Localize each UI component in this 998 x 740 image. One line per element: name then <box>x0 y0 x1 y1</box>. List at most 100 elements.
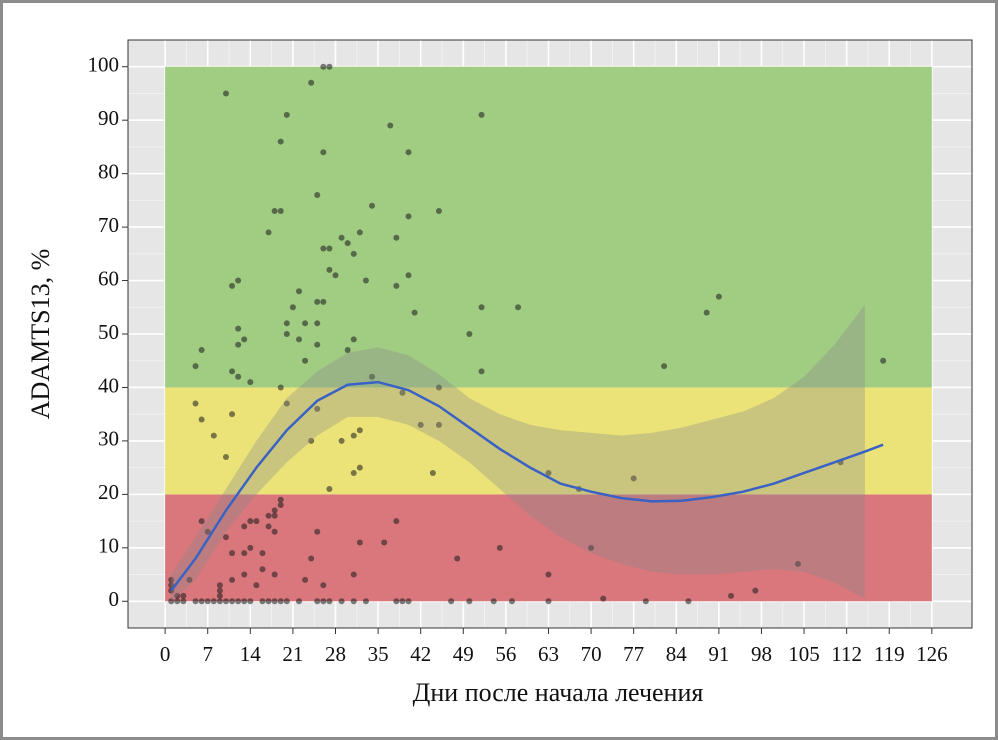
data-point <box>241 550 248 557</box>
data-point <box>314 405 321 412</box>
y-tick-label: 80 <box>98 159 119 183</box>
data-point <box>356 464 363 471</box>
data-point <box>429 469 436 476</box>
data-point <box>283 331 290 337</box>
data-point <box>362 598 369 605</box>
data-point <box>478 368 485 375</box>
data-point <box>295 598 302 605</box>
data-point <box>277 138 284 145</box>
data-point <box>320 582 327 589</box>
data-point <box>344 347 351 354</box>
data-point <box>466 598 473 605</box>
data-point <box>229 411 236 418</box>
data-point <box>235 325 242 332</box>
x-tick-label: 35 <box>368 642 389 666</box>
data-point <box>417 421 424 428</box>
x-tick-label: 14 <box>240 642 262 666</box>
data-point <box>545 469 552 476</box>
data-point <box>210 432 217 439</box>
data-point <box>600 595 607 602</box>
data-point <box>247 544 254 551</box>
data-point <box>198 598 205 605</box>
x-tick-label: 91 <box>708 642 729 666</box>
data-point <box>545 571 552 578</box>
x-tick-label: 28 <box>325 642 346 666</box>
data-point <box>381 539 388 546</box>
data-point <box>302 320 309 327</box>
data-point <box>210 598 217 605</box>
x-tick-label: 49 <box>453 642 474 666</box>
data-point <box>314 320 321 327</box>
data-point <box>198 416 205 423</box>
data-point <box>222 90 229 97</box>
data-point <box>362 277 369 284</box>
data-point <box>435 208 442 215</box>
data-point <box>247 518 254 525</box>
data-point <box>235 598 242 605</box>
data-point <box>283 598 290 605</box>
data-point <box>271 512 278 519</box>
data-point <box>241 571 248 578</box>
y-axis-title: ADAMTS13, % <box>26 249 55 419</box>
x-tick-label: 0 <box>160 642 171 666</box>
data-point <box>356 229 363 236</box>
data-point <box>405 213 412 220</box>
data-point <box>308 437 315 444</box>
data-point <box>277 496 284 503</box>
data-point <box>387 122 394 129</box>
data-point <box>222 534 229 541</box>
data-point <box>265 523 272 530</box>
x-tick-label: 112 <box>831 642 862 666</box>
x-tick-label: 7 <box>202 642 213 666</box>
data-point <box>338 598 345 605</box>
data-point <box>308 555 315 562</box>
data-point <box>271 571 278 578</box>
data-point <box>496 544 503 551</box>
data-point <box>241 598 248 605</box>
data-point <box>259 598 266 605</box>
data-point <box>235 277 242 284</box>
data-point <box>435 421 442 428</box>
x-tick-label: 63 <box>538 642 559 666</box>
x-tick-label: 126 <box>916 642 948 666</box>
data-point <box>399 389 406 396</box>
data-point <box>794 560 801 567</box>
plot-border <box>127 39 973 629</box>
data-point <box>448 598 455 605</box>
data-point <box>326 245 333 252</box>
data-point <box>277 502 284 509</box>
data-point <box>490 598 497 605</box>
data-point <box>271 208 278 215</box>
data-point <box>369 202 376 209</box>
data-point <box>229 368 236 375</box>
data-point <box>277 598 284 605</box>
chart: Дни после начала лечения ADAMTS13, % 0 10… <box>26 39 973 707</box>
x-tick-label: 84 <box>666 642 688 666</box>
data-point <box>356 427 363 434</box>
data-point <box>393 282 400 289</box>
x-tick-label: 56 <box>495 642 516 666</box>
data-point <box>174 598 181 605</box>
data-point <box>216 598 223 605</box>
data-point <box>508 598 515 605</box>
data-point <box>216 582 223 589</box>
y-tick-label: 0 <box>109 587 120 611</box>
x-tick-label: 105 <box>788 642 820 666</box>
data-point <box>314 528 321 535</box>
data-point <box>685 598 692 605</box>
data-point <box>393 598 400 605</box>
data-point <box>326 266 333 273</box>
data-point <box>229 576 236 583</box>
data-point <box>320 245 327 252</box>
data-point <box>350 336 357 343</box>
data-point <box>235 373 242 380</box>
x-tick-label: 70 <box>581 642 602 666</box>
data-point <box>350 432 357 439</box>
zone-band <box>165 494 932 602</box>
data-point <box>253 582 260 589</box>
data-point <box>192 400 199 407</box>
data-point <box>168 576 175 583</box>
confidence-ribbon <box>171 304 865 602</box>
data-point <box>204 598 211 605</box>
data-point <box>314 192 321 199</box>
